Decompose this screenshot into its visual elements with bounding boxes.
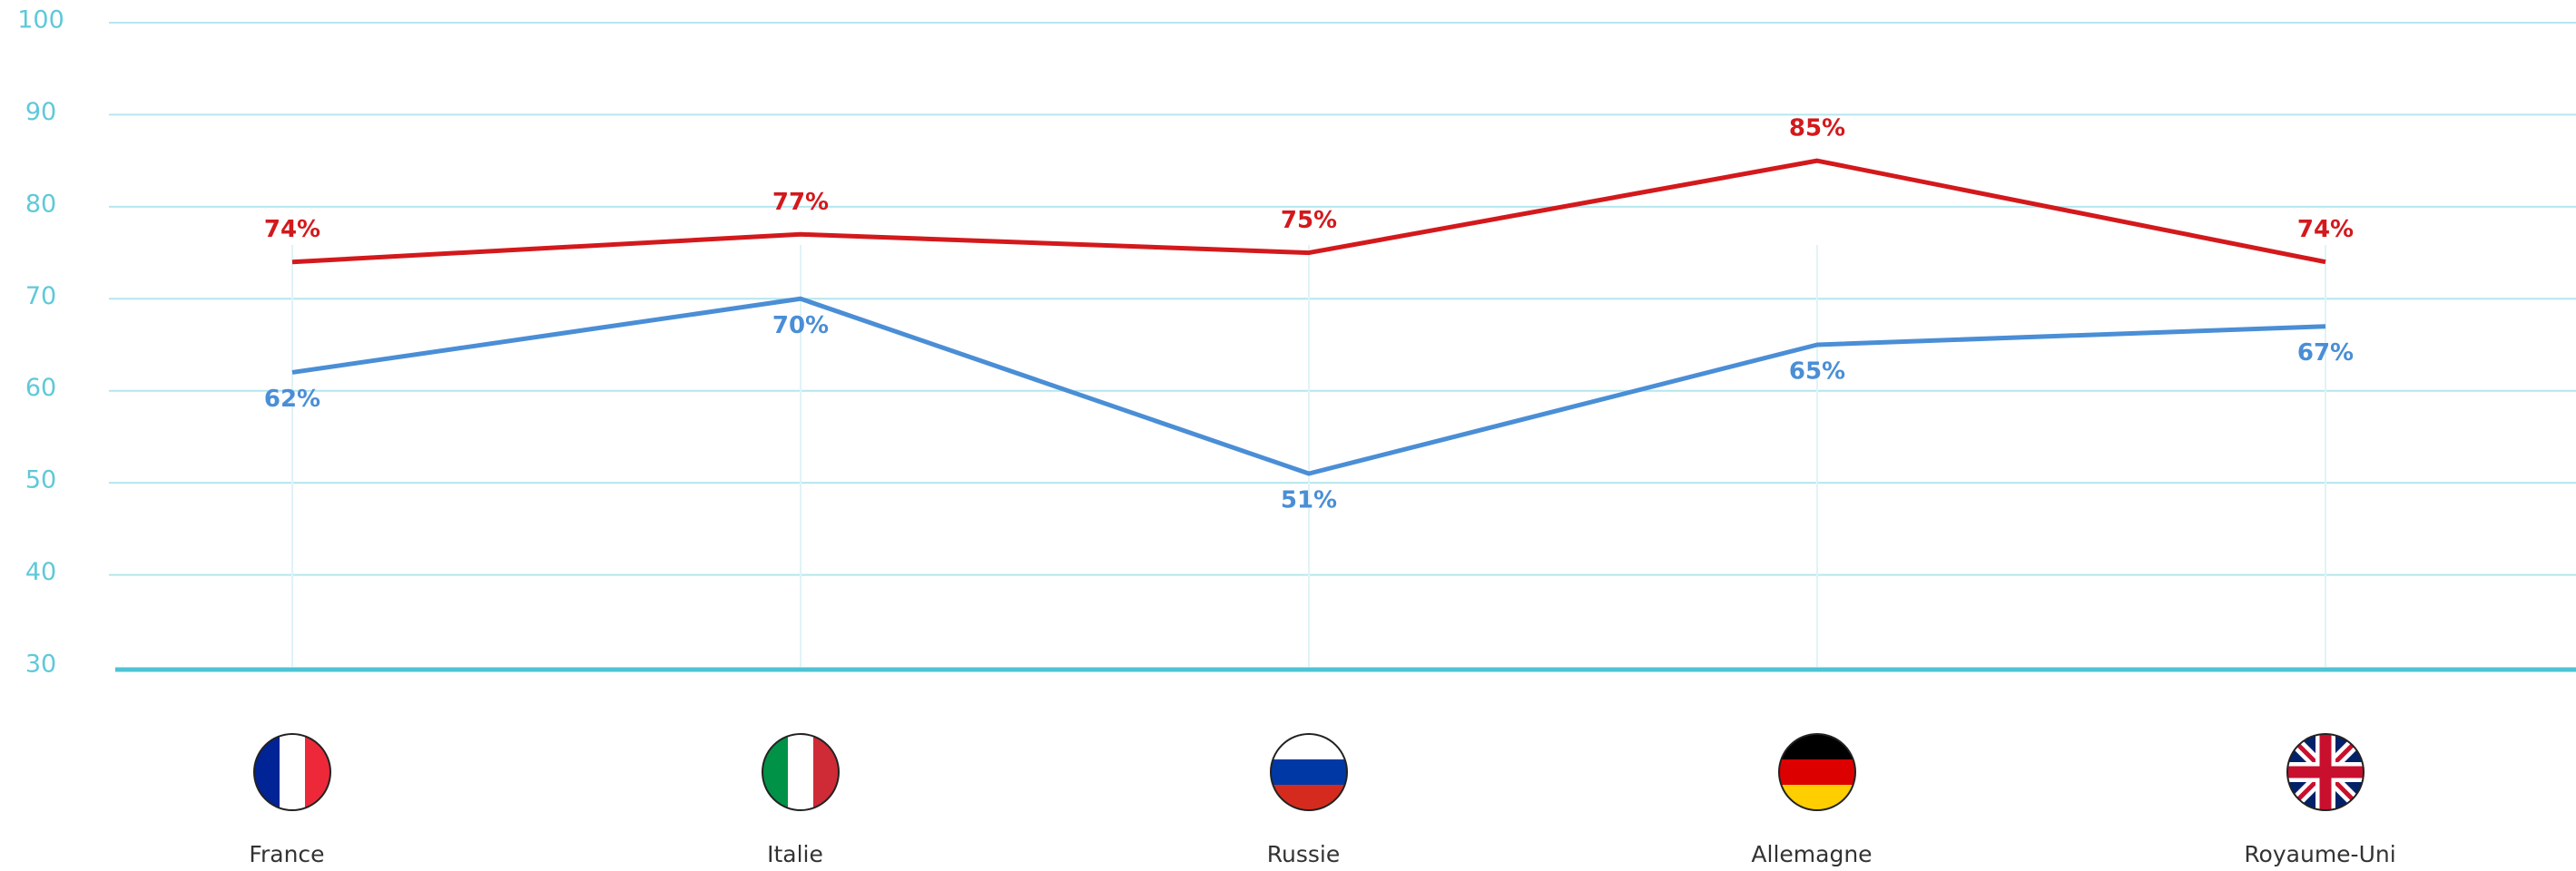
y-tick-label: 80 — [25, 190, 56, 218]
x-tick-label: Royaume-Uni — [2244, 841, 2395, 867]
flag-stripe — [813, 734, 839, 810]
flag-cross-red — [2287, 734, 2364, 810]
x-tick-label: Italie — [767, 841, 823, 867]
flag-stripe — [1779, 785, 1855, 810]
flag — [2287, 734, 2364, 810]
series-line — [291, 158, 2326, 265]
flag-ring — [1778, 733, 1856, 811]
y-tick-label: 30 — [25, 651, 56, 679]
flag-stripe — [1779, 734, 1855, 760]
flag-stripe — [1779, 759, 1855, 786]
flag-stripe — [1271, 759, 1347, 786]
flag-stripe — [1271, 785, 1347, 810]
flag-ring — [1270, 733, 1348, 811]
flag-ring — [762, 733, 840, 811]
flag-stripe — [1271, 734, 1347, 760]
flag-stripe — [254, 734, 280, 810]
y-tick-label: 50 — [25, 466, 56, 494]
value-label: 75% — [1281, 207, 1337, 234]
x-tick-label: Allemagne — [1751, 841, 1872, 867]
y-tick-label: 70 — [25, 282, 56, 310]
flag — [1779, 734, 1855, 810]
value-label: 70% — [772, 312, 829, 339]
flag-ring — [253, 733, 331, 811]
flag-stripe — [762, 734, 789, 810]
flag-stripe — [305, 734, 330, 810]
y-tick-label: 60 — [25, 374, 56, 402]
y-tick-label: 100 — [17, 6, 64, 34]
value-label: 65% — [1789, 358, 1845, 386]
y-tick-label: 40 — [25, 558, 56, 586]
value-label: 74% — [264, 216, 320, 243]
value-label: 67% — [2297, 339, 2354, 367]
flag-stripe — [280, 734, 306, 810]
series-line — [291, 296, 2326, 476]
value-label: 62% — [264, 386, 320, 413]
value-label: 74% — [2297, 216, 2354, 243]
flag — [1271, 734, 1347, 810]
y-tick-label: 90 — [25, 98, 56, 126]
value-label: 85% — [1789, 115, 1845, 142]
value-label: 77% — [772, 189, 829, 216]
flag-stripe — [788, 734, 814, 810]
x-tick-label: France — [249, 841, 324, 867]
value-label: 51% — [1281, 487, 1337, 514]
x-tick-label: Russie — [1267, 841, 1340, 867]
flag-ring — [2286, 733, 2365, 811]
